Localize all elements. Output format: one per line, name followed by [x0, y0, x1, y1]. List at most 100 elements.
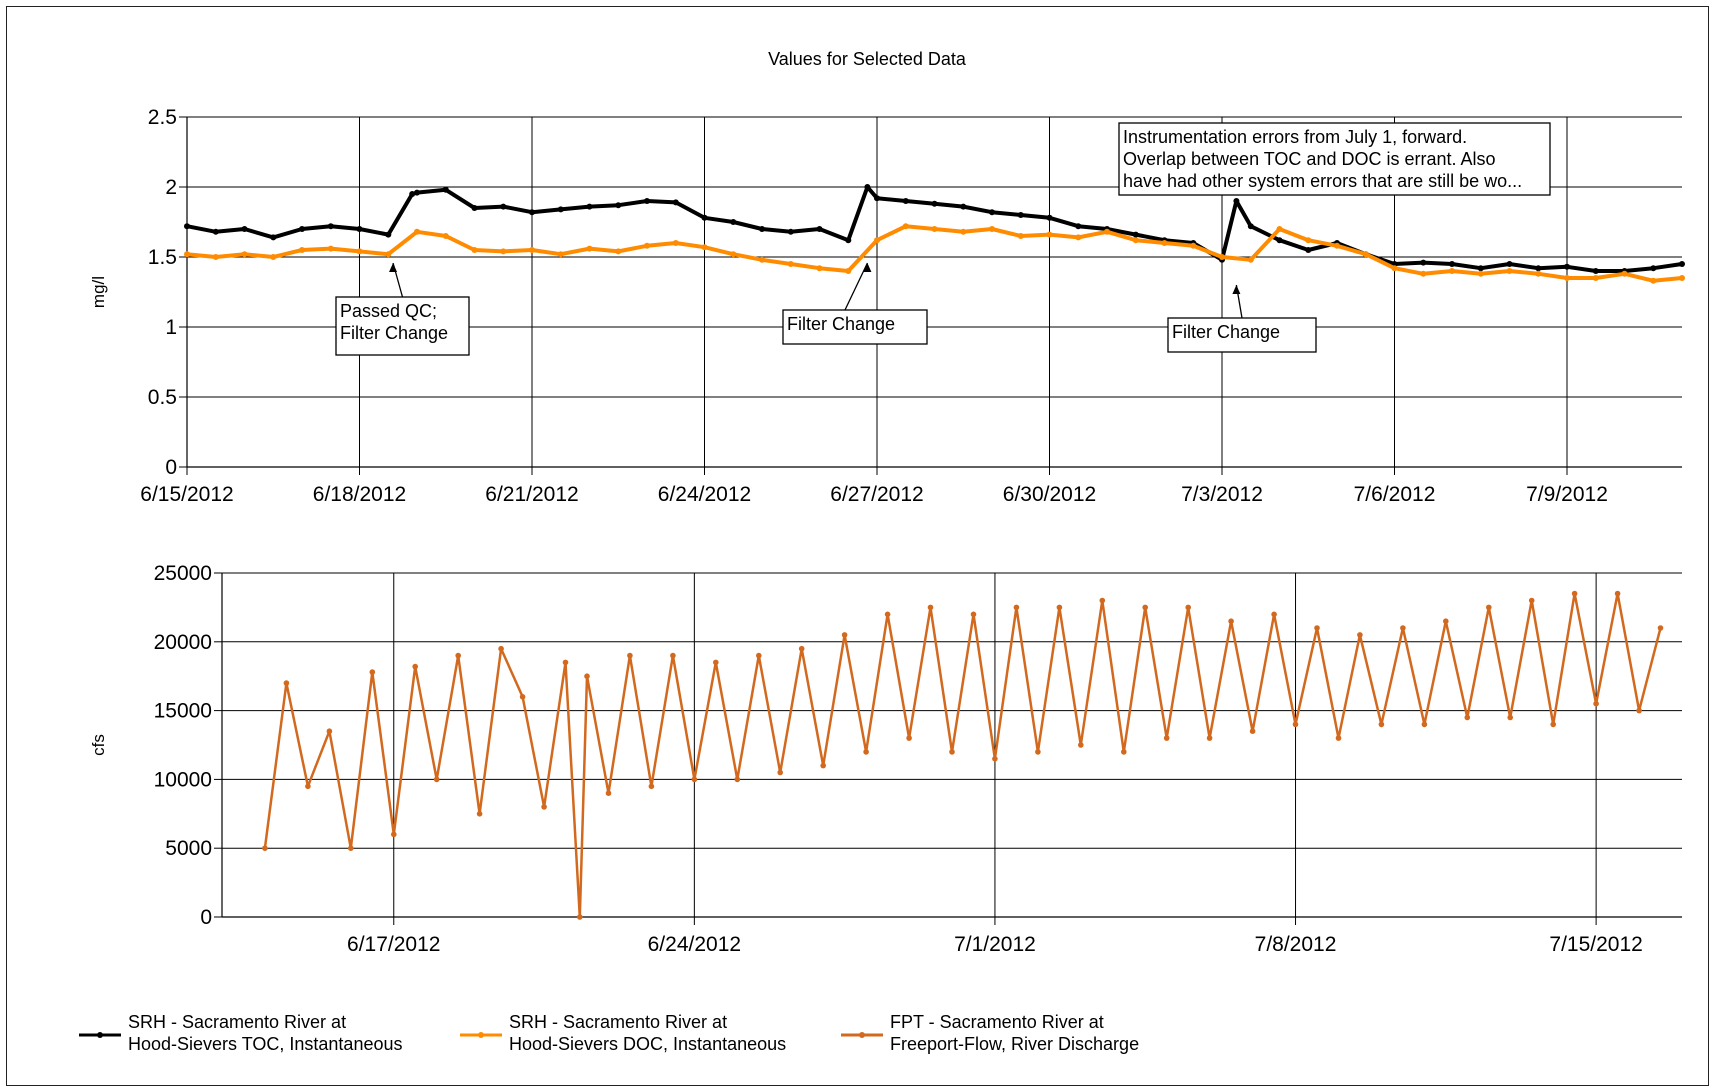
- data-point: [713, 659, 719, 666]
- data-point: [586, 245, 593, 252]
- data-point: [409, 191, 416, 197]
- legend-label-line1: SRH - Sacramento River at: [128, 1012, 346, 1032]
- series-doc: [184, 223, 1685, 284]
- annotation-text: Instrumentation errors from July 1, forw…: [1123, 127, 1522, 191]
- data-point: [529, 247, 535, 253]
- data-point: [759, 256, 765, 263]
- legend-label-line2: Hood-Sievers TOC, Instantaneous: [128, 1034, 402, 1054]
- data-point: [529, 209, 535, 216]
- data-point: [557, 251, 564, 258]
- data-point: [498, 645, 504, 652]
- data-point: [1219, 254, 1225, 260]
- data-point: [756, 652, 762, 659]
- data-point: [412, 663, 419, 670]
- data-point: [299, 247, 305, 253]
- legend-marker: [478, 1032, 484, 1038]
- data-point: [385, 231, 392, 238]
- data-point: [734, 776, 741, 783]
- data-point: [1592, 268, 1599, 274]
- data-point: [414, 189, 420, 196]
- data-point: [644, 198, 650, 204]
- data-point: [691, 776, 698, 783]
- data-point: [1249, 728, 1256, 734]
- x-tick-label: 6/15/2012: [140, 483, 233, 506]
- bottom-chart: 0 5000 10000 15000 20000 25000 6/17/2012 6/24/2…: [89, 562, 1682, 956]
- data-point: [299, 226, 305, 232]
- data-point: [356, 248, 363, 255]
- data-point: [701, 244, 708, 251]
- data-point: [1099, 597, 1106, 604]
- data-point: [476, 811, 483, 817]
- data-point: [519, 694, 526, 700]
- y-tick-label: 0: [200, 906, 212, 929]
- legend-marker: [97, 1032, 103, 1038]
- data-point: [874, 237, 880, 244]
- y-tick-label: 15000: [154, 700, 212, 723]
- data-point: [262, 845, 268, 851]
- data-point: [212, 228, 219, 235]
- data-point: [1507, 714, 1513, 721]
- y-tick-label: 1.5: [148, 246, 177, 269]
- annotation-text: Filter Change: [787, 314, 895, 334]
- data-point: [1420, 270, 1427, 277]
- data-point: [1334, 242, 1340, 249]
- data-point: [1391, 265, 1398, 272]
- legend-marker: [859, 1032, 865, 1038]
- data-point: [1276, 226, 1283, 232]
- data-point: [385, 251, 392, 258]
- y-tick-label: 0.5: [148, 386, 177, 409]
- data-point: [500, 203, 507, 210]
- data-point: [906, 735, 912, 741]
- data-point: [884, 611, 891, 618]
- data-point: [348, 845, 354, 851]
- chart-window: Values for Selected Data 0 0.5 1 1.5 2 2.5 6/1…: [6, 6, 1709, 1086]
- annotation-box: [1118, 122, 1551, 196]
- data-point: [759, 226, 765, 232]
- y-tick-label: 0: [165, 456, 177, 479]
- data-point: [1528, 597, 1535, 604]
- data-point: [1650, 265, 1657, 272]
- legend-entry: FPT - Sacramento River atFreeport-Flow, …: [841, 1012, 1139, 1054]
- data-point: [305, 783, 311, 790]
- data-point: [1305, 237, 1312, 244]
- data-point: [414, 228, 420, 235]
- data-point: [1506, 261, 1513, 267]
- data-point: [902, 198, 909, 204]
- data-point: [1335, 735, 1342, 741]
- x-tick-label: 6/27/2012: [830, 483, 923, 506]
- data-point: [615, 248, 622, 255]
- data-point: [1271, 611, 1277, 618]
- data-point: [442, 186, 449, 193]
- data-point: [615, 202, 622, 209]
- x-tick-label: 7/8/2012: [1255, 933, 1337, 956]
- data-point: [864, 184, 871, 190]
- data-point: [455, 652, 462, 659]
- chart-canvas: Values for Selected Data 0 0.5 1 1.5 2 2.5 6/1…: [79, 49, 1685, 1054]
- y-tick-label: 25000: [154, 562, 212, 585]
- data-point: [1314, 625, 1320, 631]
- legend-label-line2: Hood-Sievers DOC, Instantaneous: [509, 1034, 786, 1054]
- data-point: [949, 749, 955, 755]
- series-flow: [262, 590, 1664, 920]
- data-point: [863, 749, 869, 755]
- data-point: [960, 203, 967, 210]
- x-tick-label: 6/21/2012: [485, 483, 578, 506]
- data-point: [701, 214, 708, 221]
- data-point: [1421, 721, 1428, 728]
- data-point: [1592, 275, 1599, 281]
- data-point: [1163, 735, 1170, 741]
- data-point: [931, 226, 938, 232]
- data-point: [1400, 625, 1406, 631]
- arrowhead: [389, 263, 398, 272]
- data-point: [1378, 721, 1385, 728]
- data-point: [992, 756, 998, 762]
- annotation-box: [335, 296, 470, 356]
- data-point: [1593, 700, 1599, 707]
- annotation-arrow: [844, 262, 869, 311]
- data-point: [670, 652, 676, 659]
- annotation: Filter Change: [782, 262, 928, 345]
- data-point: [1247, 256, 1254, 263]
- data-point: [1535, 270, 1542, 277]
- data-point: [1046, 231, 1053, 238]
- annotation: Passed QC; Filter Change: [335, 262, 470, 356]
